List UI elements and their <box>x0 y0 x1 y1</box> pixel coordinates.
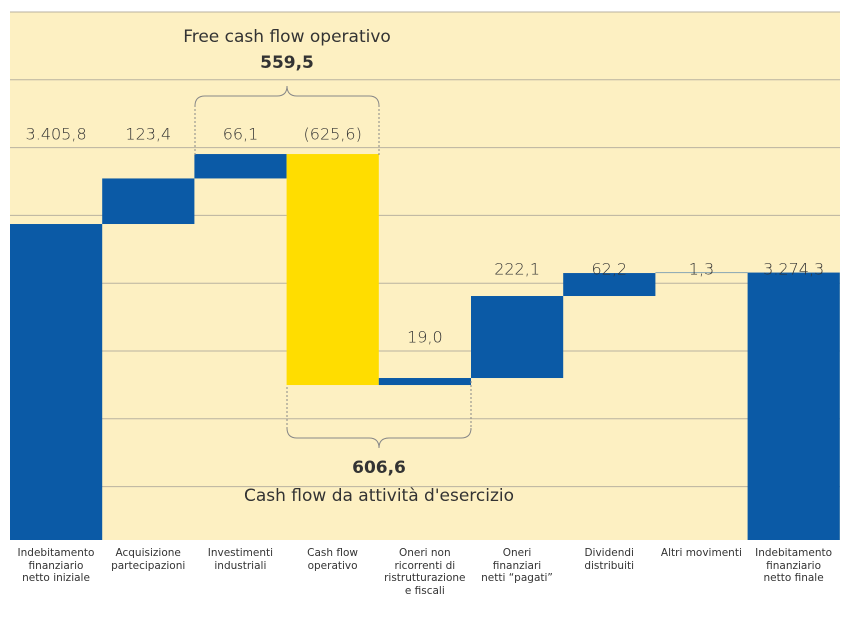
category-label: Dividendi distribuiti <box>584 547 635 572</box>
bar <box>286 154 379 386</box>
annotation-value: 559,5 <box>260 53 314 73</box>
value-label: 3.405,8 <box>26 125 87 144</box>
bar <box>10 224 103 540</box>
bars <box>10 154 840 540</box>
value-label: (625,6) <box>304 125 362 144</box>
value-label: 3.274,3 <box>763 260 824 279</box>
value-label: 123,4 <box>125 125 171 144</box>
chart: Free cash flow operativo 559,5 606,6 Cas… <box>10 11 840 540</box>
brace <box>194 85 380 107</box>
bar <box>747 272 840 540</box>
category-label: Acquisizione partecipazioni <box>111 547 186 572</box>
connectors <box>194 105 472 430</box>
value-label: 62,2 <box>591 260 627 279</box>
annotation-label: Free cash flow operativo <box>183 27 391 47</box>
category-label: Investimenti industriali <box>207 547 274 572</box>
bar <box>471 296 564 379</box>
category-label: Cash flow operativo <box>307 547 359 572</box>
bar <box>563 273 656 297</box>
value-label: 66,1 <box>223 125 259 144</box>
category-label: Indebitamento finanziario netto iniziale <box>17 547 95 584</box>
annotation-label: Cash flow da attività d'esercizio <box>244 486 514 506</box>
bar <box>194 154 287 179</box>
category-label: Indebitamento finanziario netto finale <box>755 547 833 584</box>
category-label: Oneri finanziari netti “pagati” <box>481 547 553 584</box>
bar <box>378 378 471 386</box>
plot-background <box>10 12 840 540</box>
value-label: 1,3 <box>689 260 714 279</box>
brace <box>286 427 472 449</box>
value-label: 222,1 <box>494 260 540 279</box>
value-label: 19,0 <box>407 328 443 347</box>
bar <box>102 178 195 225</box>
category-label: Altri movimenti <box>660 547 742 559</box>
category-label: Oneri non ricorrenti di ristrutturazione… <box>384 547 466 597</box>
annotation-value: 606,6 <box>352 458 406 478</box>
